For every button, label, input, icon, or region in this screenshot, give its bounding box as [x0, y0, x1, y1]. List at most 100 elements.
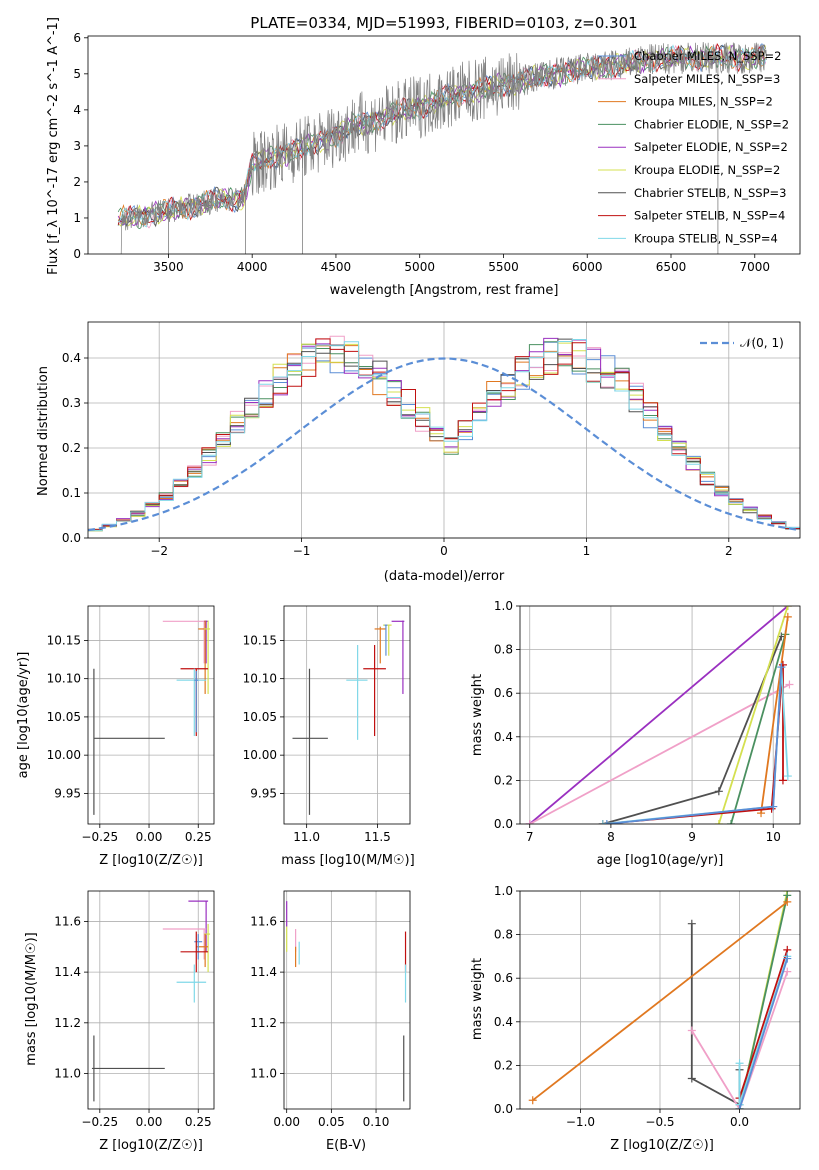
weight-age-xlabel: age [log10(age/yr)] — [597, 853, 724, 868]
x-tick-label: 8 — [607, 830, 615, 844]
x-tick-label: 11.0 — [293, 830, 320, 844]
x-tick-label: 7000 — [739, 260, 770, 274]
weight-marker — [525, 820, 534, 824]
x-tick-label: 5500 — [488, 260, 519, 274]
plot-area — [91, 900, 211, 1102]
spectrum-legend: Chabrier MILES, N_SSP=2 Salpeter MILES, N… — [598, 49, 789, 245]
model-spectrum-line — [118, 44, 766, 227]
legend-entry: Salpeter STELIB, N_SSP=4 — [634, 209, 785, 223]
plot-area — [88, 335, 800, 532]
y-tick-label: 2 — [73, 175, 81, 189]
weight-vs-metallicity-panel: −1.0 −0.5 0.0 0.0 0.2 0.4 0.6 0.8 1.0 — [494, 884, 801, 1129]
x-tick-label: 2 — [725, 544, 733, 558]
y-tick-label: 11.2 — [250, 1016, 277, 1030]
age-vs-metallicity-panel: −0.25 0.00 0.25 9.95 10.00 10.05 10.10 10.15 — [47, 605, 215, 844]
y-tick-label: 0.4 — [494, 730, 513, 744]
x-tick-label: 6000 — [572, 260, 603, 274]
axes-frame — [87, 605, 215, 825]
y-tick-label: 0.3 — [62, 396, 81, 410]
plot-area — [117, 41, 767, 254]
y-tick-label: 11.4 — [54, 965, 81, 979]
age-vs-mass-panel: 11.0 11.5 9.95 10.00 10.05 10.10 10.15 — [243, 605, 411, 844]
weight-age-ylabel: mass weight — [470, 674, 485, 756]
y-tick-label: 9.95 — [250, 786, 277, 800]
legend-entry: Chabrier STELIB, N_SSP=3 — [634, 186, 786, 200]
y-tick-label: 11.6 — [250, 914, 277, 928]
age-z-xlabel: Z [log10(Z/Z☉)] — [99, 853, 203, 868]
legend-entry: Salpeter ELODIE, N_SSP=2 — [634, 140, 788, 154]
y-tick-label: 0.0 — [494, 1102, 513, 1116]
weight-marker — [769, 802, 778, 811]
y-tick-label: 0.6 — [494, 971, 513, 985]
y-tick-label: 1.0 — [494, 599, 513, 613]
weight-series-line — [529, 606, 789, 824]
weight-marker — [687, 1074, 696, 1083]
mass-vs-metallicity-panel: −0.25 0.00 0.25 11.0 11.2 11.4 11.6 — [54, 890, 215, 1129]
y-tick-label: 0.4 — [494, 1015, 513, 1029]
weight-series-line — [691, 971, 789, 1109]
x-tick-label: 7 — [526, 830, 534, 844]
weight-z-ylabel: mass weight — [470, 958, 485, 1040]
y-tick-label: 0.2 — [62, 441, 81, 455]
residual-histogram-step — [88, 339, 800, 531]
x-tick-label: 0.00 — [136, 1115, 163, 1129]
x-tick-label: 0.00 — [136, 830, 163, 844]
x-tick-label: −0.25 — [81, 830, 118, 844]
weight-marker — [602, 820, 611, 824]
y-tick-label: 0.0 — [62, 531, 81, 545]
weight-marker — [783, 612, 792, 621]
axes-frame — [87, 35, 801, 255]
y-tick-label: 10.05 — [47, 710, 81, 724]
x-tick-label: 10 — [766, 830, 781, 844]
y-tick-label: 0.8 — [494, 928, 513, 942]
weight-series-line — [529, 683, 790, 824]
y-tick-label: 11.0 — [54, 1067, 81, 1081]
x-tick-label: 3500 — [153, 260, 184, 274]
residual-histogram-step — [88, 342, 800, 532]
weight-marker — [528, 1096, 537, 1105]
mass-vs-ebv-panel: 0.00 0.05 0.10 11.0 11.2 11.4 11.6 — [250, 890, 411, 1129]
mass-ebv-xlabel: E(B-V) — [326, 1138, 366, 1153]
weight-marker — [783, 954, 792, 963]
x-tick-label: 11.5 — [364, 830, 391, 844]
x-tick-label: 0.05 — [318, 1115, 345, 1129]
legend-entry: Kroupa ELODIE, N_SSP=2 — [634, 163, 780, 177]
spectrum-ylabel: Flux [f_λ 10^-17 erg cm^-2 s^-1 A^-1] — [46, 17, 61, 275]
weight-series-line — [738, 949, 789, 1099]
x-tick-label: 0.25 — [185, 830, 212, 844]
x-tick-label: 4500 — [321, 260, 352, 274]
age-mass-xlabel: mass [log10(M/M☉)] — [281, 853, 414, 868]
spectrum-xlabel: wavelength [Angstrom, rest frame] — [330, 283, 559, 298]
weight-marker — [783, 606, 792, 610]
y-tick-label: 10.10 — [47, 672, 81, 686]
y-tick-label: 3 — [73, 139, 81, 153]
plot-area — [528, 891, 792, 1109]
x-tick-label: 9 — [688, 830, 696, 844]
x-tick-label: 0 — [440, 544, 448, 558]
x-tick-label: 0.25 — [185, 1115, 212, 1129]
mass-z-ylabel: mass [log10(M/M☉)] — [24, 932, 39, 1065]
weight-vs-age-panel: 7 8 9 10 0.0 0.2 0.4 0.6 0.8 1.0 — [494, 599, 801, 844]
y-tick-label: 9.95 — [54, 786, 81, 800]
spectrum-panel: 3500 4000 4500 5000 5500 6000 6500 7000 0 1 2 3 4 5 6 C… — [73, 31, 801, 274]
y-tick-label: 10.15 — [243, 633, 277, 647]
weight-marker — [687, 1026, 696, 1035]
legend-entry: Kroupa STELIB, N_SSP=4 — [634, 231, 778, 245]
x-tick-label: 0.0 — [730, 1115, 749, 1129]
y-tick-label: 11.4 — [250, 965, 277, 979]
x-tick-label: −0.5 — [645, 1115, 674, 1129]
y-tick-label: 10.00 — [47, 748, 81, 762]
axes-frame — [519, 605, 801, 825]
y-tick-label: 1.0 — [494, 884, 513, 898]
y-tick-label: 0.6 — [494, 686, 513, 700]
axes-frame — [283, 890, 411, 1110]
weight-series-line — [738, 958, 789, 1109]
weight-z-xlabel: Z [log10(Z/Z☉)] — [610, 1138, 714, 1153]
weight-series-line — [730, 634, 787, 824]
plot-area — [286, 901, 407, 1102]
y-tick-label: 0.4 — [62, 351, 81, 365]
x-tick-label: −1.0 — [566, 1115, 595, 1129]
axes-frame — [283, 605, 411, 825]
residuals-ylabel: Normed distribution — [36, 366, 51, 496]
weight-series-line — [532, 901, 788, 1102]
